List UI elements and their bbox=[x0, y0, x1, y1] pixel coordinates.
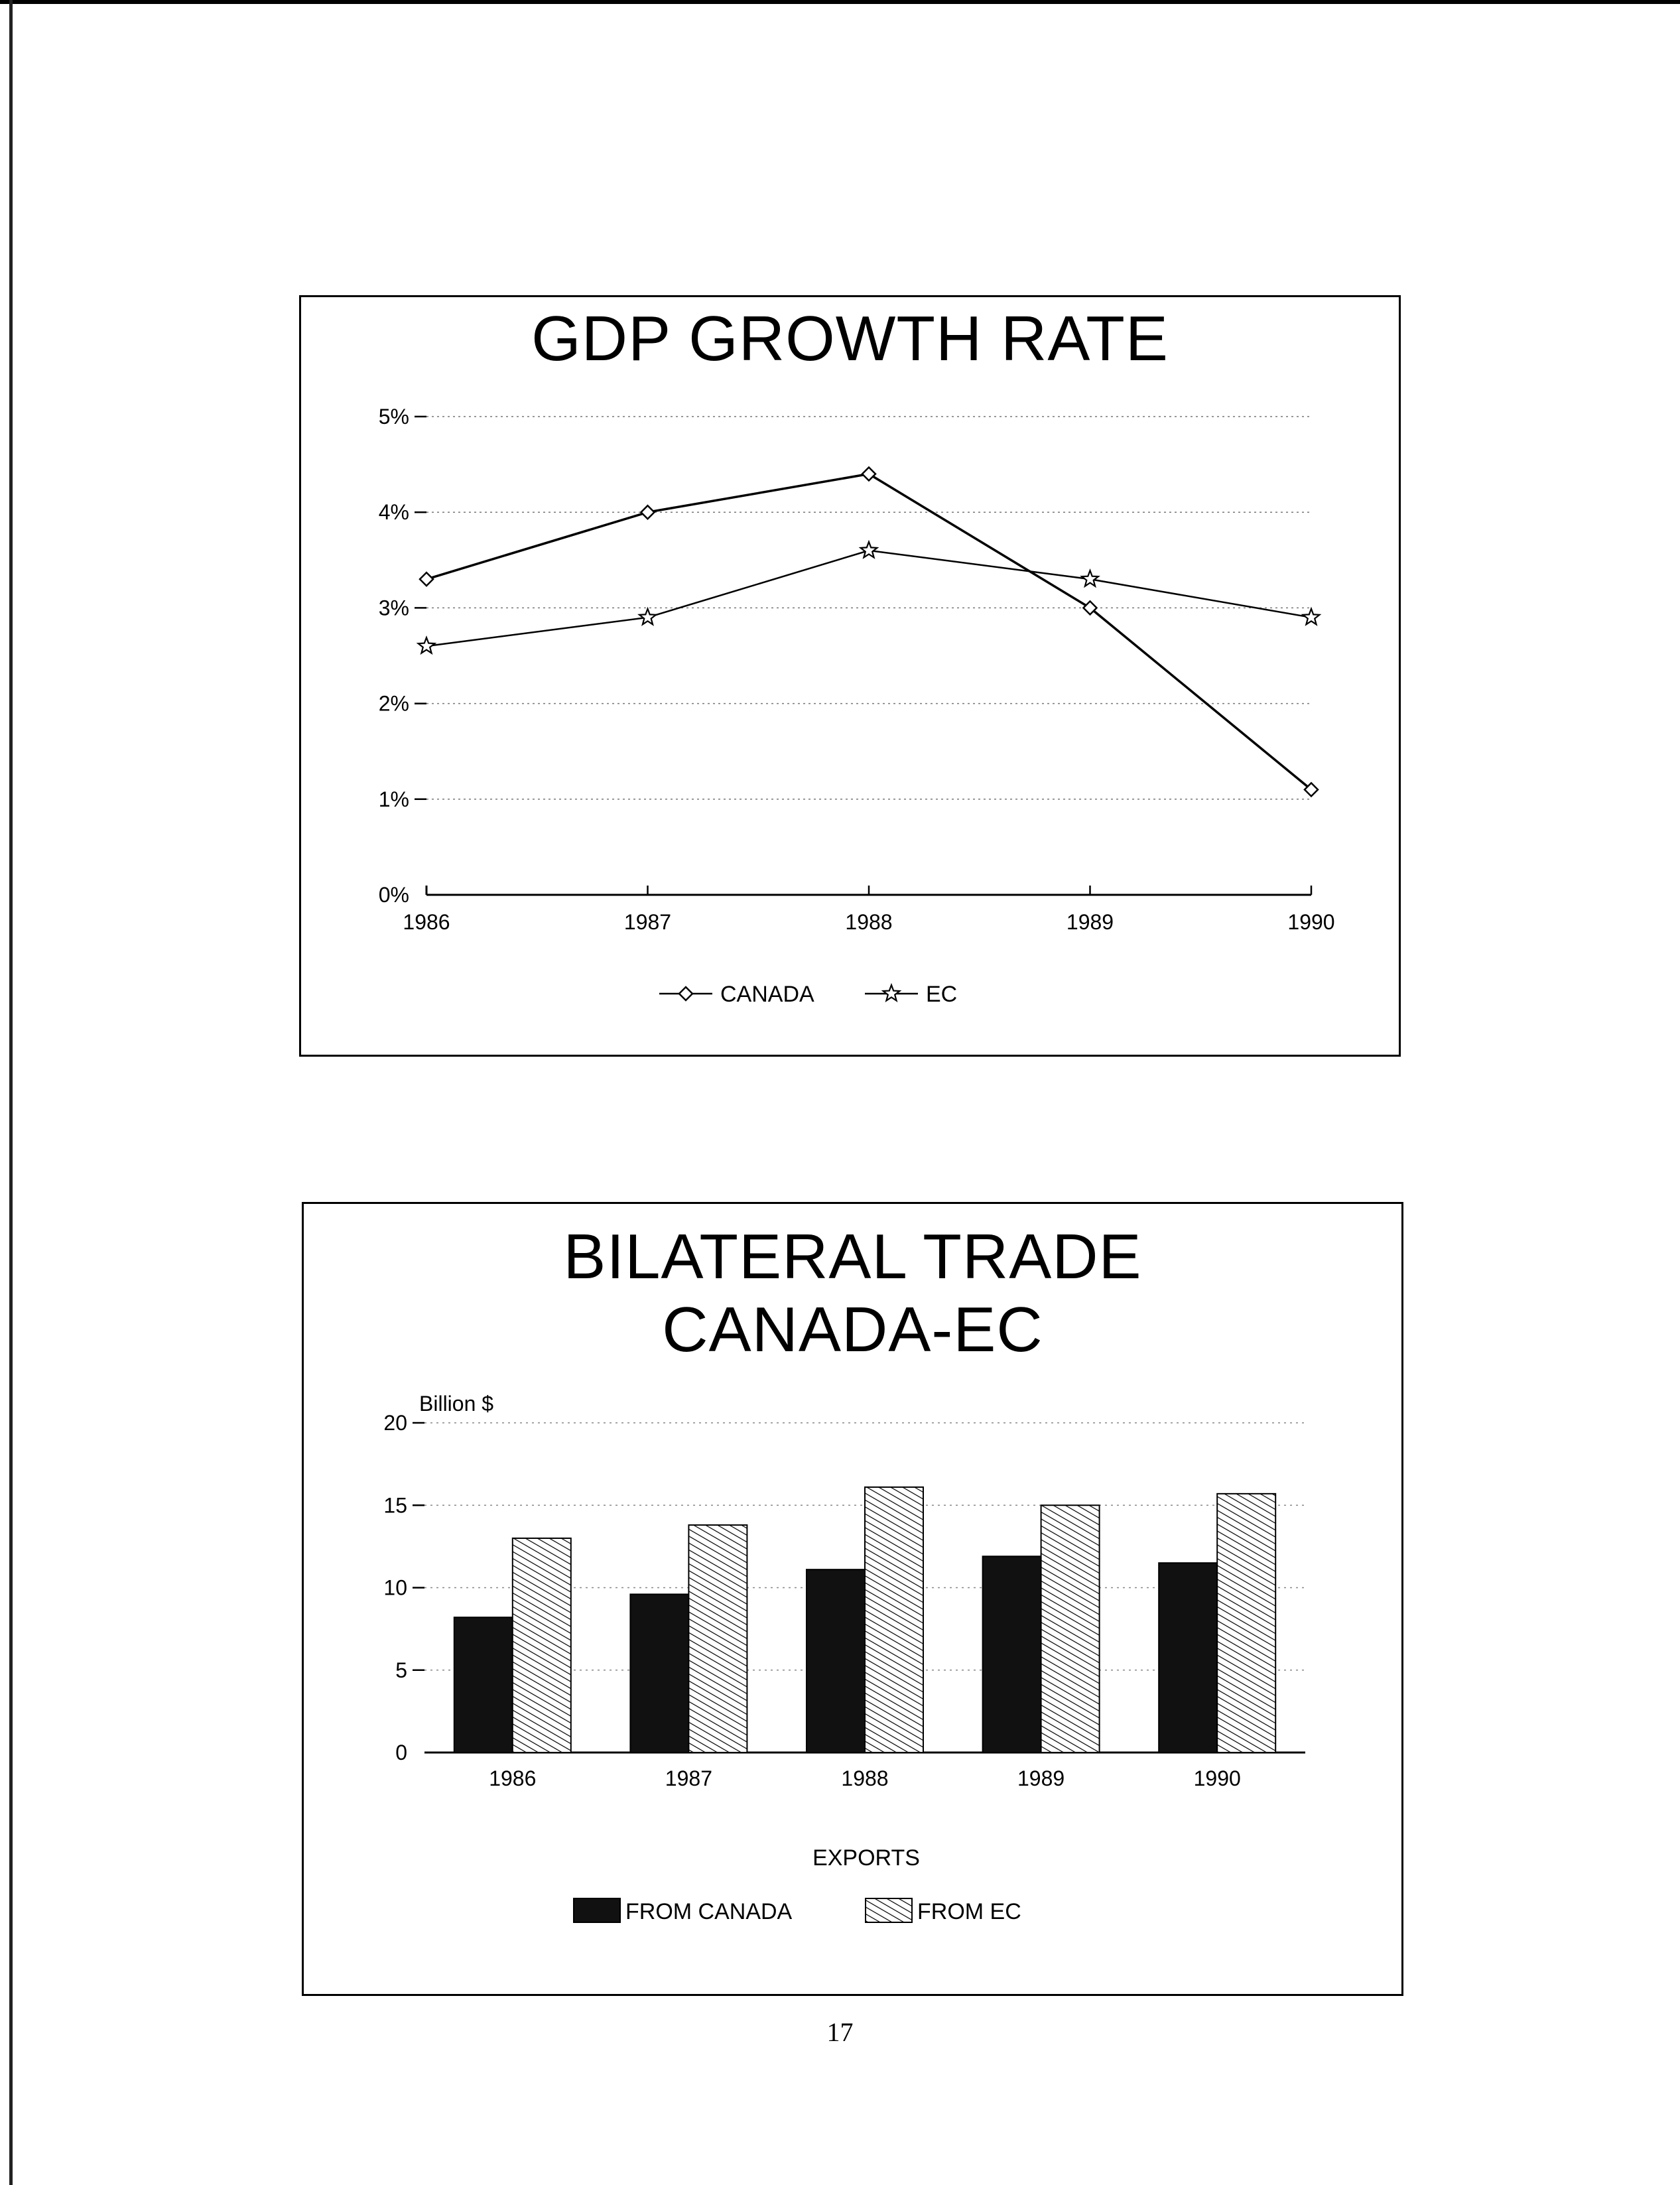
gdp-x-tick-label: 1989 bbox=[1066, 910, 1114, 934]
bilateral-trade-chart: BILATERAL TRADE CANADA-EC Billion $ 0 5 10 1… bbox=[302, 1202, 1403, 1996]
trade-bar-from-canada bbox=[982, 1556, 1042, 1753]
trade-chart-title: BILATERAL TRADE CANADA-EC bbox=[304, 1221, 1401, 1366]
gdp-point-canada bbox=[639, 504, 656, 520]
trade-bar-from-canada bbox=[1158, 1562, 1218, 1753]
trade-x-tick-label: 1990 bbox=[1194, 1766, 1241, 1790]
trade-legend-swatch-from-canada bbox=[573, 1898, 621, 1923]
trade-legend-title: EXPORTS bbox=[812, 1845, 920, 1871]
page-number: 17 bbox=[826, 2017, 854, 2047]
gdp-y-tick-label: 5% bbox=[379, 405, 409, 429]
trade-bar-from-canada bbox=[453, 1617, 513, 1753]
gdp-y-tick-label: 1% bbox=[379, 787, 409, 811]
trade-x-tick-label: 1988 bbox=[841, 1766, 888, 1790]
gdp-point-ec bbox=[416, 635, 437, 655]
trade-y-tick-label: 10 bbox=[383, 1576, 407, 1600]
gdp-series-line-canada bbox=[426, 472, 1313, 791]
gdp-legend-marker-ec bbox=[881, 982, 902, 1003]
gdp-x-tick-label: 1990 bbox=[1287, 910, 1334, 934]
trade-title-line-2: CANADA-EC bbox=[662, 1294, 1043, 1365]
trade-legend-label-from-canada: FROM CANADA bbox=[625, 1899, 793, 1924]
trade-bar-from-ec bbox=[1216, 1492, 1277, 1753]
trade-bar-plot: Billion $ 0 5 10 15 20 1986 1987 1988 1989 1990 EXP… bbox=[383, 1392, 1305, 1924]
trade-bar-from-ec bbox=[1040, 1504, 1100, 1753]
trade-y-tick-label: 15 bbox=[383, 1493, 407, 1517]
gdp-point-canada bbox=[419, 571, 434, 587]
trade-y-tick-label: 0 bbox=[395, 1741, 407, 1764]
scan-left-edge bbox=[9, 0, 13, 2185]
trade-title-line-1: BILATERAL TRADE bbox=[563, 1221, 1142, 1292]
trade-y-tick-label: 20 bbox=[383, 1411, 407, 1435]
gdp-point-canada bbox=[861, 466, 877, 482]
trade-bar-from-canada bbox=[629, 1593, 690, 1753]
gdp-point-canada bbox=[1303, 781, 1319, 798]
gdp-chart-title: GDP GROWTH RATE bbox=[531, 303, 1169, 374]
trade-legend-swatch-from-ec bbox=[865, 1898, 913, 1923]
trade-x-tick-label: 1989 bbox=[1017, 1766, 1065, 1790]
gdp-point-canada bbox=[1082, 600, 1098, 616]
gdp-y-tick-label: 4% bbox=[379, 500, 409, 524]
gdp-y-tick-label: 0% bbox=[379, 883, 409, 907]
gdp-line-plot: 0% 1% 2% 3% 4% 5% 1986 1987 1988 1989 1990 CANADA EC bbox=[379, 405, 1335, 1007]
trade-bar-from-ec bbox=[864, 1486, 924, 1753]
gdp-x-tick-label: 1986 bbox=[403, 910, 450, 934]
gdp-point-ec bbox=[637, 606, 658, 626]
trade-x-tick-label: 1987 bbox=[665, 1766, 712, 1790]
trade-bar-from-canada bbox=[806, 1569, 866, 1753]
gdp-point-ec bbox=[1301, 606, 1322, 626]
gdp-point-ec bbox=[858, 539, 879, 559]
trade-bar-from-ec bbox=[511, 1537, 572, 1753]
gdp-y-tick-label: 3% bbox=[379, 596, 409, 620]
scan-top-edge bbox=[0, 0, 1680, 4]
trade-y-tick-label: 5 bbox=[395, 1658, 407, 1682]
gdp-legend-label-ec: EC bbox=[926, 982, 957, 1007]
gdp-growth-chart: GDP GROWTH RATE 0% 1% 2% 3% 4% 5% 1986 1987 1988… bbox=[299, 295, 1401, 1057]
gdp-x-tick-label: 1987 bbox=[624, 910, 671, 934]
gdp-x-tick-label: 1988 bbox=[845, 910, 892, 934]
gdp-y-tick-label: 2% bbox=[379, 692, 409, 716]
trade-x-tick-label: 1986 bbox=[489, 1766, 536, 1790]
trade-bar-from-ec bbox=[688, 1524, 748, 1753]
trade-legend-label-from-ec: FROM EC bbox=[917, 1899, 1021, 1924]
gdp-series-line-ec bbox=[426, 549, 1312, 647]
gdp-legend-marker-canada bbox=[678, 986, 694, 1002]
gdp-point-ec bbox=[1080, 568, 1100, 588]
gdp-legend-label-canada: CANADA bbox=[720, 982, 814, 1007]
trade-y-axis-label: Billion $ bbox=[419, 1392, 493, 1416]
